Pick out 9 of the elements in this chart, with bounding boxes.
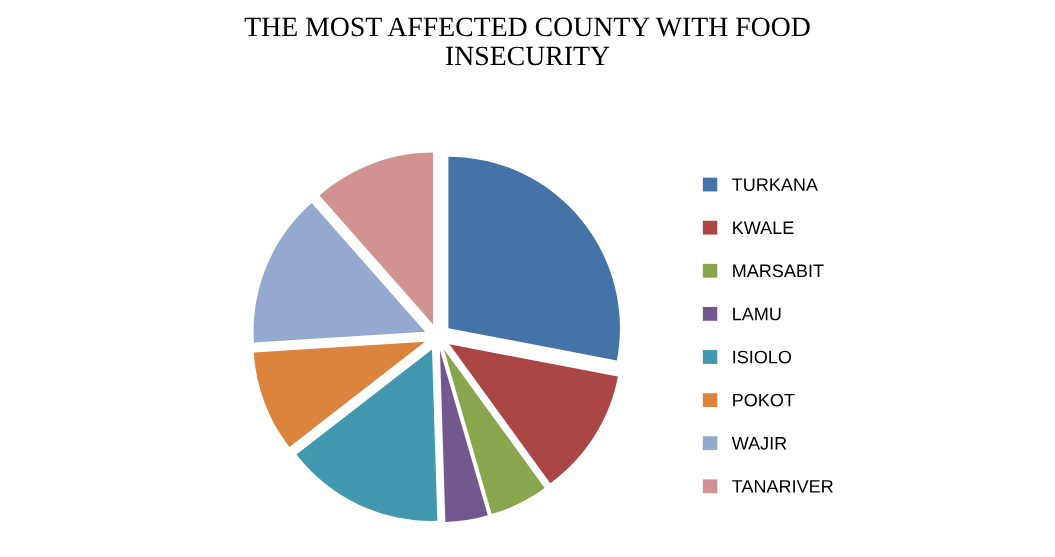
legend-label: KWALE — [733, 221, 794, 234]
chart-title: THE MOST AFFECTED COUNTY WITH FOOD INSECURITY — [244, 17, 810, 66]
legend-label: MARSABIT — [733, 264, 824, 278]
legend-label: TURKANA — [732, 178, 818, 191]
legend-label: POKOT — [733, 393, 795, 407]
legend-label: TANARIVER — [732, 480, 833, 493]
legend-label: LAMU — [733, 307, 781, 321]
legend-label: ISIOLO — [733, 350, 792, 364]
legend-label: WAJIR — [731, 437, 787, 450]
